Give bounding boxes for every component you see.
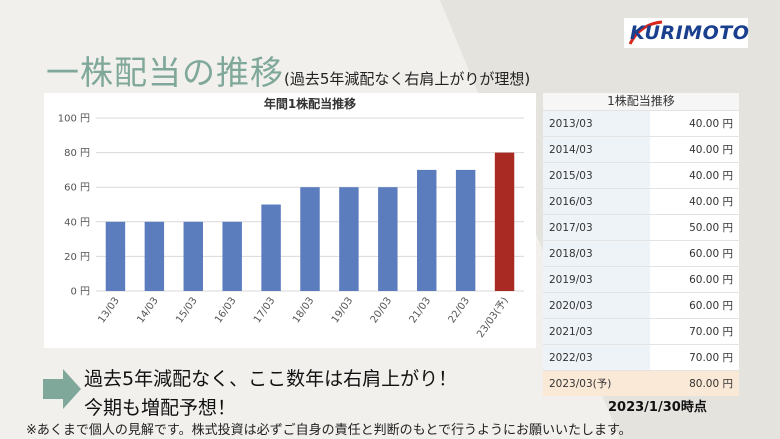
table-row: 2019/03 60.00 円 xyxy=(543,266,739,293)
bar xyxy=(339,187,359,291)
table-cell-value: 60.00 円 xyxy=(650,292,739,319)
table-cell-value: 50.00 円 xyxy=(650,214,739,241)
table-row: 2021/03 70.00 円 xyxy=(543,318,739,345)
table-cell-year: 2018/03 xyxy=(543,240,650,267)
y-tick-label: 20 円 xyxy=(64,252,90,263)
x-tick-label: 17/03 xyxy=(252,295,278,325)
x-tick-label: 16/03 xyxy=(213,295,239,325)
x-tick-label: 22/03 xyxy=(447,295,473,325)
arrow-right-icon xyxy=(43,369,81,409)
table-cell-value: 60.00 円 xyxy=(650,266,739,293)
bar xyxy=(222,221,242,291)
table-cell-year: 2017/03 xyxy=(543,214,650,241)
x-tick-label: 13/03 xyxy=(96,295,122,325)
company-logo: KURIMOTO xyxy=(624,18,750,48)
bar xyxy=(183,221,203,291)
table-row: 2015/03 40.00 円 xyxy=(543,162,739,189)
bar xyxy=(105,221,126,291)
table-cell-value: 70.00 円 xyxy=(650,344,739,371)
summary-line-2: 今期も増配予想！ xyxy=(84,397,237,419)
x-tick-label: 20/03 xyxy=(369,295,395,325)
chart-title: 年間1株配当推移 xyxy=(264,96,356,111)
logo-swoosh-icon xyxy=(628,20,663,45)
as-of-date: 2023/1/30時点 xyxy=(608,400,707,415)
page-heading: 一株配当の推移(過去5年減配なく右肩上がりが理想) xyxy=(46,46,530,94)
bar xyxy=(494,152,515,291)
table-cell-value: 40.00 円 xyxy=(650,136,739,163)
y-tick-label: 0 円 xyxy=(70,287,90,298)
table-cell-value: 80.00 円 xyxy=(650,370,739,396)
bar xyxy=(300,187,320,291)
table-cell-value: 40.00 円 xyxy=(650,110,739,137)
dividend-table-panel: 1株配当推移 2013/03 40.00 円 2014/03 40.00 円 2015/… xyxy=(543,93,739,396)
x-tick-label: 23/03(予) xyxy=(474,295,511,340)
table-row: 2020/03 60.00 円 xyxy=(543,292,739,319)
table-cell-year: 2021/03 xyxy=(543,318,650,345)
disclaimer-footnote: ※あくまで個人の見解です。株式投資は必ずご自身の責任と判断のもとで行うようにお願… xyxy=(26,423,632,438)
x-tick-label: 19/03 xyxy=(330,295,356,325)
table-row: 2017/03 50.00 円 xyxy=(543,214,739,241)
page-title: 一株配当の推移 xyxy=(46,53,284,92)
x-tick-label: 21/03 xyxy=(408,295,434,325)
table-cell-year: 2015/03 xyxy=(543,162,650,189)
table-row: 2016/03 40.00 円 xyxy=(543,188,739,215)
bar xyxy=(144,221,165,291)
x-tick-label: 18/03 xyxy=(291,295,317,325)
table-row: 2022/03 70.00 円 xyxy=(543,344,739,371)
summary-text: 過去5年減配なく、ここ数年は右肩上がり！ 今期も増配予想！ xyxy=(84,365,457,423)
bar xyxy=(417,169,437,291)
dividend-table: 2013/03 40.00 円 2014/03 40.00 円 2015/03 40.00… xyxy=(543,110,739,396)
table-row: 2018/03 60.00 円 xyxy=(543,240,739,267)
table-cell-year: 2020/03 xyxy=(543,292,650,319)
table-cell-year: 2022/03 xyxy=(543,344,650,371)
table-cell-year: 2016/03 xyxy=(543,188,650,215)
table-cell-value: 40.00 円 xyxy=(650,188,739,215)
table-cell-year: 2019/03 xyxy=(543,266,650,293)
table-row: 2014/03 40.00 円 xyxy=(543,136,739,163)
table-cell-year: 2013/03 xyxy=(543,110,650,137)
x-tick-label: 14/03 xyxy=(135,295,161,325)
x-tick-label: 15/03 xyxy=(174,295,200,325)
bar xyxy=(455,169,476,291)
table-cell-year: 2023/03(予) xyxy=(543,370,650,396)
chart-canvas: 年間1株配当推移 0 円 20 円 40 円 60 円 80 円 100 円 13/03 14/… xyxy=(58,96,524,340)
dividend-chart: 年間1株配当推移 0 円 20 円 40 円 60 円 80 円 100 円 13/03 14/… xyxy=(44,93,536,348)
table-cell-year: 2014/03 xyxy=(543,136,650,163)
summary-line-1: 過去5年減配なく、ここ数年は右肩上がり！ xyxy=(84,368,458,390)
y-tick-label: 80 円 xyxy=(64,148,90,159)
table-cell-value: 40.00 円 xyxy=(650,162,739,189)
table-title: 1株配当推移 xyxy=(543,93,739,110)
y-tick-label: 100 円 xyxy=(58,114,90,125)
table-row: 2013/03 40.00 円 xyxy=(543,110,739,137)
y-tick-label: 40 円 xyxy=(64,217,90,228)
logo-text: KURIMOTO xyxy=(630,22,750,44)
bar xyxy=(378,187,398,291)
table-cell-value: 60.00 円 xyxy=(650,240,739,267)
page-subtitle: (過去5年減配なく右肩上がりが理想) xyxy=(284,70,531,88)
y-tick-label: 60 円 xyxy=(64,183,90,194)
table-row: 2023/03(予) 80.00 円 xyxy=(543,370,739,396)
table-cell-value: 70.00 円 xyxy=(650,318,739,345)
bar xyxy=(261,204,281,291)
